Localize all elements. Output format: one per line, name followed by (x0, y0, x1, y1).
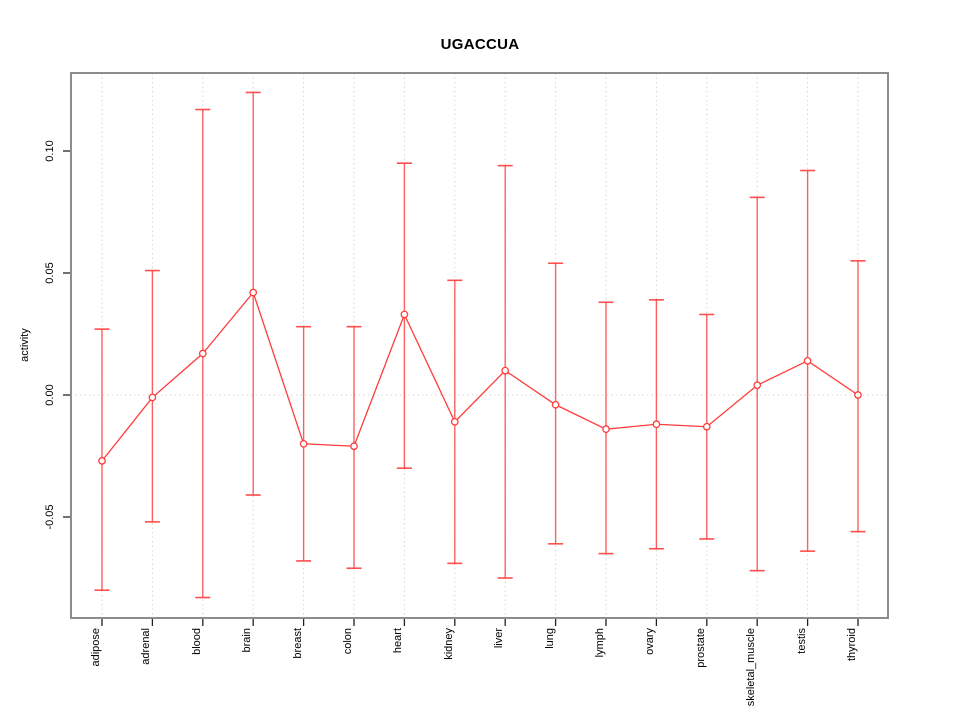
chart-title: UGACCUA (440, 36, 520, 53)
data-point (652, 420, 661, 429)
x-tick-label: heart (392, 628, 405, 654)
y-tick-label: 0.10 (44, 140, 56, 162)
x-tick-label: lymph (594, 628, 606, 658)
data-point (501, 366, 510, 375)
x-tick-label: adrenal (140, 628, 153, 665)
data-point (854, 391, 862, 399)
x-tick-label: colon (342, 628, 354, 655)
data-point (702, 422, 711, 431)
series-line (101, 291, 859, 462)
x-tick-label: adipose (90, 628, 102, 667)
data-point (249, 288, 258, 297)
data-point (299, 439, 308, 448)
data-point (551, 400, 560, 409)
x-tick-label: liver (493, 628, 506, 649)
data-point (148, 393, 157, 402)
data-point (98, 457, 106, 465)
x-tick-label: lung (543, 628, 556, 649)
y-tick-label: -0.05 (44, 504, 56, 530)
x-tick-label: skeletal_muscle (745, 628, 758, 707)
data-point (803, 356, 812, 365)
x-tick-label: blood (190, 628, 203, 655)
x-tick-label: kidney (442, 628, 455, 660)
y-tick-label: 0.05 (44, 262, 56, 284)
data-point (450, 417, 459, 426)
data-point (753, 381, 762, 390)
y-tick-label: 0.00 (44, 384, 56, 406)
data-point (350, 442, 358, 451)
plot-border (70, 72, 889, 619)
x-tick-label: thyroid (846, 628, 858, 662)
data-point (602, 425, 610, 434)
data-point (400, 310, 409, 319)
data-point (198, 349, 207, 358)
x-tick-label: testis (795, 628, 808, 654)
x-tick-label: prostate (694, 628, 707, 668)
x-tick-label: breast (291, 628, 304, 659)
x-tick-label: ovary (644, 628, 657, 655)
x-tick-label: brain (241, 628, 254, 653)
y-axis-label: activity (19, 328, 31, 362)
